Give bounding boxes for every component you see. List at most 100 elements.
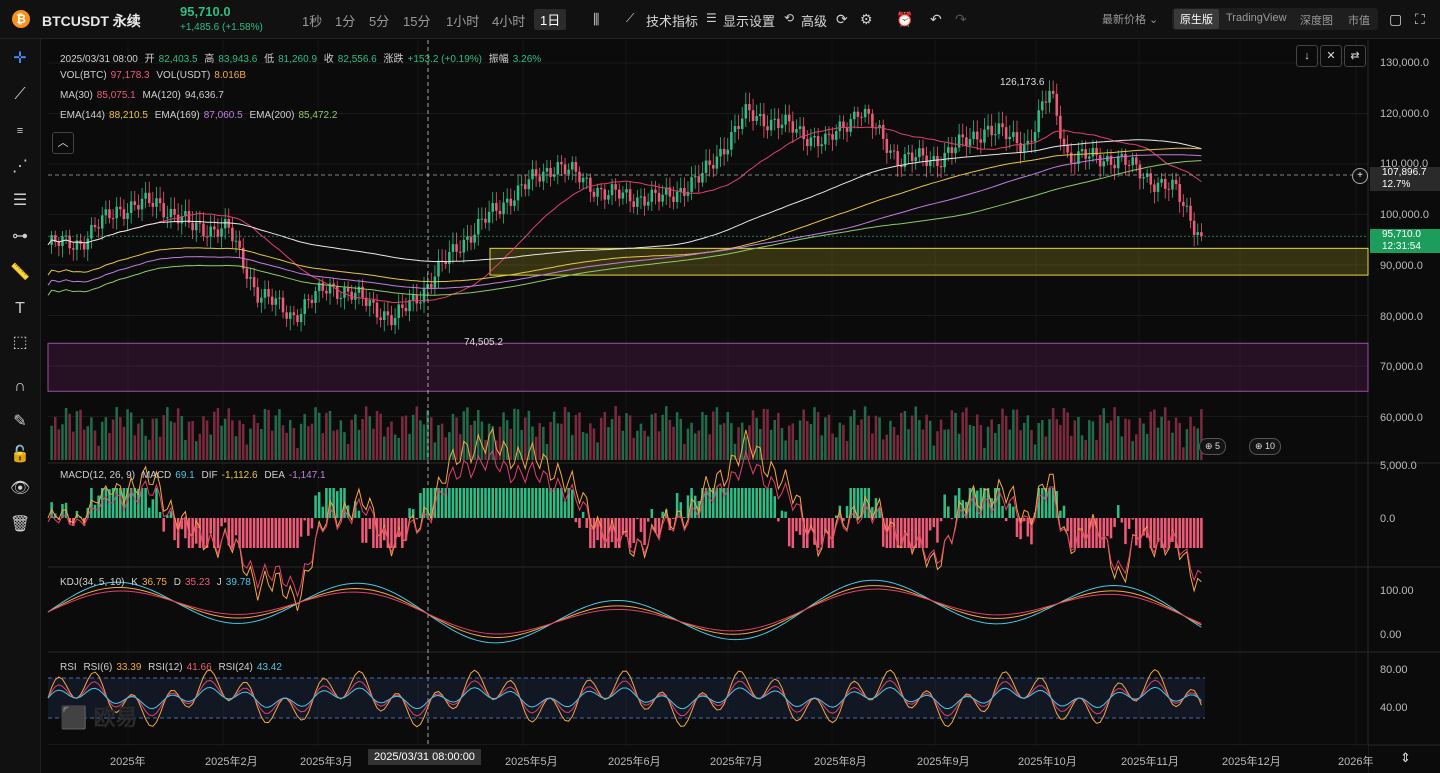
price-type-dropdown[interactable]: 最新价格 ⌄: [1102, 14, 1159, 26]
candle-body: [965, 137, 968, 146]
crosshair-icon[interactable]: ✛: [13, 50, 27, 67]
volume-bar: [712, 411, 715, 460]
macd-legend: MACD(12, 26, 9) MACD 69.1 DIF -1,112.6 DEA…: [60, 470, 326, 481]
volume-bar: [816, 412, 820, 460]
volume-bar: [321, 433, 325, 460]
volume-bar: [578, 412, 581, 460]
gear-icon[interactable]: ⚙: [860, 11, 873, 27]
volume-bar: [979, 424, 983, 460]
add-alert-icon[interactable]: +: [1352, 168, 1368, 184]
timeframe-1h[interactable]: 1小时: [446, 14, 480, 29]
window-icon[interactable]: ▢: [1389, 11, 1403, 27]
macd-bar: [809, 518, 813, 530]
volume-bar: [350, 419, 353, 460]
timeframe-4h[interactable]: 4小时: [492, 14, 526, 29]
tab-tradingview[interactable]: TradingView: [1226, 12, 1287, 24]
expand-icon[interactable]: ⇄: [1344, 45, 1366, 67]
candle-body: [194, 222, 198, 231]
macd-bar: [1149, 518, 1153, 548]
macd-bar: [990, 498, 993, 518]
volume-bar: [1012, 409, 1015, 460]
macd-bar: [759, 488, 762, 518]
shape-icon[interactable]: ⬚: [12, 334, 28, 351]
timeframe-1m[interactable]: 1分: [335, 14, 356, 29]
tab-native[interactable]: 原生版: [1174, 9, 1219, 29]
volume-bar: [643, 430, 646, 460]
tab-market-cap[interactable]: 市值: [1348, 15, 1370, 27]
macd-bar: [693, 495, 697, 518]
alert-badge[interactable]: ⊕ 10: [1249, 438, 1282, 455]
alert-add-icon[interactable]: ⏰: [896, 11, 914, 27]
candle-body: [722, 148, 726, 155]
volume-bar: [252, 414, 256, 460]
fullscreen-icon[interactable]: ⛶: [1415, 11, 1425, 27]
advanced-button[interactable]: 高级: [801, 14, 828, 29]
volume-bar: [730, 423, 733, 460]
macd-bar: [773, 496, 777, 518]
candle-body: [444, 261, 447, 264]
candle-body: [639, 196, 643, 198]
volume-bar: [516, 409, 520, 460]
text-icon[interactable]: T: [15, 300, 25, 317]
candle-body: [650, 189, 654, 202]
axis-scale-icon[interactable]: ⇕: [1400, 750, 1411, 765]
display-settings-icon[interactable]: ☰: [706, 11, 717, 25]
candle-type-icon[interactable]: ⫼: [593, 11, 600, 27]
candle-body: [249, 277, 252, 279]
pattern-icon[interactable]: ⋰: [12, 158, 28, 175]
trash-icon[interactable]: 🗑: [10, 516, 31, 533]
eye-icon[interactable]: 👁: [10, 480, 31, 497]
symbol-selector[interactable]: BTCUSDT 永续: [42, 13, 141, 29]
macd-bar: [556, 488, 560, 518]
display-settings-button[interactable]: 显示设置: [723, 14, 776, 29]
fib-icon[interactable]: ≡: [16, 125, 24, 137]
macd-bar: [444, 488, 447, 518]
candle-body: [1004, 127, 1008, 140]
scroll-down-icon[interactable]: ↓: [1296, 45, 1318, 67]
macd-bar: [1051, 488, 1055, 518]
collapse-legend-icon[interactable]: ︿: [52, 132, 74, 154]
macd-bar: [1142, 518, 1145, 536]
volume-bar: [628, 415, 632, 460]
candle-body: [751, 110, 755, 121]
macd-bar: [166, 515, 169, 518]
candle-body: [220, 228, 223, 237]
lock-icon[interactable]: 🔓: [10, 446, 30, 463]
indicators-button[interactable]: 技术指标: [646, 14, 699, 29]
candle-body: [437, 260, 440, 277]
volume-bar: [187, 421, 191, 460]
macd-bar: [571, 489, 574, 518]
tab-depth[interactable]: 深度图: [1300, 15, 1333, 27]
snapshot-icon[interactable]: ⟳: [836, 11, 848, 27]
candle-body: [213, 226, 216, 230]
close-x-icon[interactable]: ✕: [1320, 45, 1342, 67]
redo-icon[interactable]: ↷: [955, 11, 967, 27]
macd-bar: [299, 518, 303, 537]
channel-icon[interactable]: ☰: [12, 192, 28, 209]
position-icon[interactable]: ⊶: [12, 228, 28, 245]
x-tick: 2025年9月: [917, 756, 970, 768]
ruler-icon[interactable]: 📏: [10, 264, 30, 281]
trendline-icon[interactable]: ⟋: [14, 86, 26, 103]
macd-bar: [469, 488, 473, 518]
last-price-label: 95,710.0 12:31:54: [1370, 229, 1440, 253]
magnet-icon[interactable]: ∩: [14, 378, 26, 395]
undo-icon[interactable]: ↶: [930, 11, 942, 27]
advanced-icon[interactable]: ⟲: [784, 11, 795, 25]
macd-bar: [411, 509, 415, 518]
timeframe-15m[interactable]: 15分: [403, 14, 431, 29]
volume-bar: [238, 420, 241, 460]
indicator-icon[interactable]: ⟋: [626, 11, 635, 25]
macd-bar: [1026, 518, 1030, 537]
timeframe-5m[interactable]: 5分: [369, 14, 390, 29]
macd-bar: [632, 518, 635, 543]
timeframe-1s[interactable]: 1秒: [302, 14, 323, 29]
candle-body: [357, 286, 361, 293]
pencil-icon[interactable]: ✎: [13, 413, 27, 430]
candle-body: [1149, 173, 1153, 185]
timeframe-1d[interactable]: 1日: [534, 9, 567, 30]
volume-bar: [1135, 434, 1138, 460]
candle-body: [57, 242, 61, 246]
alert-badge[interactable]: ⊕ 5: [1199, 438, 1227, 455]
